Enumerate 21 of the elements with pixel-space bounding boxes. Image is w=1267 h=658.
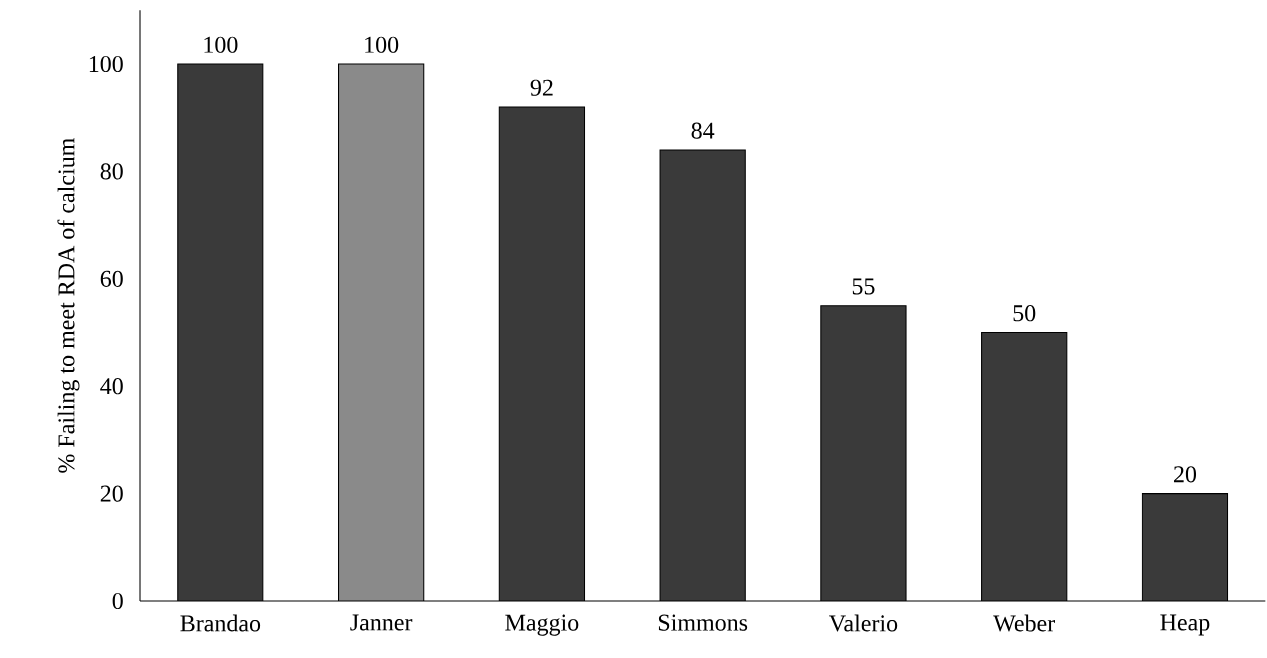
data-label: 100 — [365, 36, 399, 53]
x-tick-label: Weber — [993, 614, 1055, 632]
y-tick-label: 60 — [100, 270, 123, 287]
y-tick-label: 100 — [89, 55, 123, 73]
y-tick-label: 40 — [100, 378, 123, 395]
x-tick-label: Heap — [1160, 614, 1210, 636]
y-tick-label: 80 — [100, 163, 123, 180]
data-label: 55 — [852, 278, 875, 295]
data-label: 84 — [691, 122, 715, 139]
y-tick-label: 20 — [100, 485, 123, 502]
x-tick-label: Brandao — [180, 614, 261, 632]
data-label: 50 — [1013, 305, 1036, 322]
data-label: 20 — [1174, 466, 1197, 483]
x-tick-label: Valerio — [829, 614, 898, 632]
x-tick-label: Janner — [350, 614, 413, 631]
x-tick-label: Simmons — [658, 614, 748, 631]
y-axis-title: % Failing to meet RDA of calcium — [57, 138, 80, 473]
data-label: 92 — [530, 79, 553, 96]
data-label: 100 — [204, 36, 238, 53]
y-tick-label: 0 — [112, 592, 123, 610]
x-tick-label: Maggio — [505, 614, 579, 636]
